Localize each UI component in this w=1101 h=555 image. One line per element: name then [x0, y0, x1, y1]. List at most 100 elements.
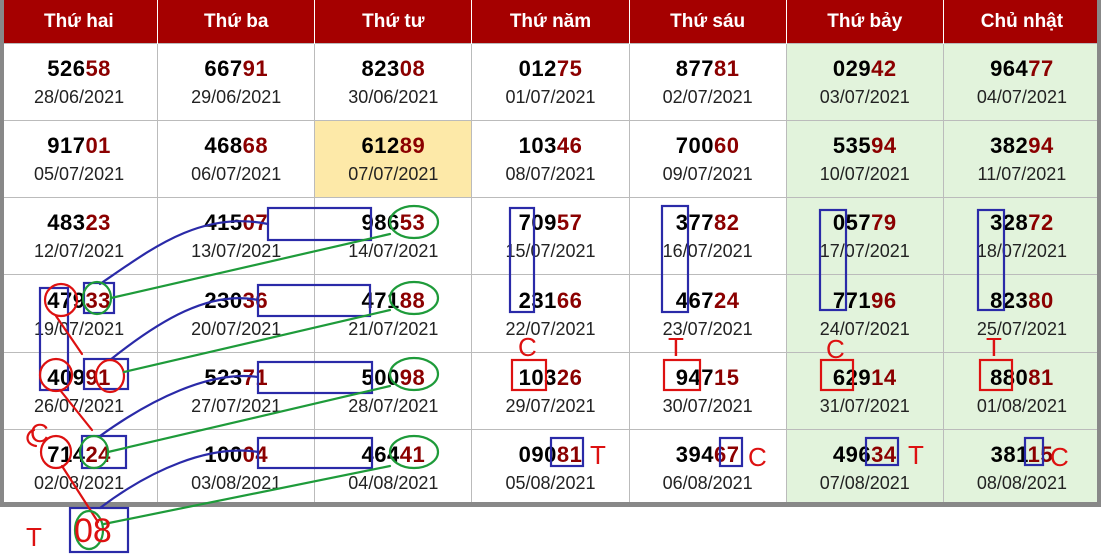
result-tail-digits: 14	[871, 364, 897, 390]
result-date: 28/07/2021	[348, 395, 439, 416]
result-date: 16/07/2021	[662, 241, 753, 262]
header-tuesday: Thứ ba	[157, 0, 316, 44]
result-cell: 77196 24/07/2021	[785, 274, 944, 353]
result-number: 38294	[944, 133, 1100, 159]
result-lead-digits: 667	[204, 56, 243, 82]
result-tail-digits: 91	[242, 56, 269, 82]
result-date: 04/08/2021	[348, 472, 439, 493]
result-cell: 38294 11/07/2021	[942, 120, 1101, 199]
result-cell: 98653 14/07/2021	[314, 197, 473, 276]
result-date: 24/07/2021	[819, 318, 910, 339]
result-number: 39467	[630, 442, 786, 468]
result-number: 40991	[1, 365, 157, 391]
week-row: 52658 28/06/2021 66791 29/06/2021 82308 30/06…	[0, 42, 1101, 122]
result-tail-digits: 57	[556, 210, 583, 236]
result-cell: 82308 30/06/2021	[314, 42, 473, 122]
result-tail-digits: 98	[399, 364, 426, 390]
result-date: 18/07/2021	[976, 241, 1067, 262]
result-lead-digits: 057	[832, 210, 872, 236]
result-date: 30/06/2021	[348, 87, 439, 108]
result-lead-digits: 382	[990, 133, 1029, 159]
result-date: 31/07/2021	[819, 395, 910, 416]
result-lead-digits: 500	[361, 364, 400, 390]
result-date: 30/07/2021	[662, 395, 753, 416]
result-cell: 23036 20/07/2021	[157, 274, 316, 353]
result-lead-digits: 103	[518, 133, 557, 159]
result-number: 52658	[1, 56, 157, 82]
result-number: 10346	[472, 133, 628, 159]
result-number: 61289	[315, 133, 471, 159]
result-cell: 96477 04/07/2021	[942, 42, 1101, 122]
result-number: 71424	[1, 442, 157, 468]
result-lead-digits: 771	[832, 287, 872, 313]
result-number: 62914	[787, 365, 943, 391]
result-date: 05/08/2021	[505, 472, 596, 493]
result-date: 02/08/2021	[34, 472, 125, 493]
result-cell: 39467 06/08/2021	[628, 428, 787, 508]
result-tail-digits: 66	[556, 287, 583, 313]
result-cell: 47188 21/07/2021	[314, 274, 473, 353]
result-date: 17/07/2021	[819, 241, 910, 262]
result-lead-digits: 880	[990, 364, 1029, 390]
result-tail-digits: 81	[714, 56, 740, 82]
result-date: 03/08/2021	[191, 472, 282, 493]
result-number: 70957	[472, 210, 628, 236]
result-tail-digits: 46	[556, 133, 583, 159]
result-number: 50098	[315, 365, 471, 391]
result-lead-digits: 483	[47, 210, 86, 236]
result-tail-digits: 80	[1028, 287, 1054, 313]
week-row: 47933 19/07/2021 23036 20/07/2021 47188 21/07…	[0, 274, 1101, 353]
result-lead-digits: 381	[990, 441, 1028, 467]
result-cell: 10326 29/07/2021	[471, 351, 630, 430]
result-date: 26/07/2021	[34, 395, 125, 416]
header-saturday: Thứ bảy	[786, 0, 944, 44]
result-cell: 46868 06/07/2021	[157, 120, 316, 199]
result-tail-digits: 15	[1027, 441, 1054, 467]
result-number: 46441	[315, 442, 471, 468]
result-tail-digits: 91	[85, 364, 111, 390]
result-lead-digits: 496	[832, 441, 872, 467]
result-tail-digits: 60	[714, 133, 740, 159]
result-date: 08/08/2021	[976, 472, 1067, 493]
week-row: 48323 12/07/2021 41507 13/07/2021 98653 14/07…	[0, 197, 1101, 276]
result-cell: 49634 07/08/2021	[785, 428, 944, 508]
result-cell: 70957 15/07/2021	[471, 197, 630, 276]
result-number: 37782	[630, 210, 786, 236]
header-sunday: Chủ nhật	[943, 0, 1101, 44]
result-date: 29/07/2021	[505, 395, 596, 416]
result-cell: 02942 03/07/2021	[785, 42, 944, 122]
result-lead-digits: 029	[832, 56, 872, 82]
result-lead-digits: 709	[518, 210, 557, 236]
result-date: 20/07/2021	[191, 318, 282, 339]
result-tail-digits: 89	[399, 133, 426, 159]
green-circle-mark	[73, 509, 105, 551]
result-lead-digits: 823	[361, 56, 400, 82]
result-date: 01/08/2021	[976, 395, 1067, 416]
result-tail-digits: 07	[242, 210, 269, 236]
result-number: 52371	[158, 365, 314, 391]
result-number: 02942	[787, 56, 943, 82]
result-tail-digits: 15	[714, 364, 740, 390]
result-cell: 50098 28/07/2021	[314, 351, 473, 430]
result-lead-digits: 629	[832, 364, 872, 390]
result-date: 07/07/2021	[348, 164, 439, 185]
result-tail-digits: 75	[556, 56, 583, 82]
result-date: 07/08/2021	[819, 472, 910, 493]
results-body: 52658 28/06/2021 66791 29/06/2021 82308 30/06…	[0, 42, 1101, 508]
weekday-header-row: Thứ hai Thứ ba Thứ tư Thứ năm Thứ sáu Th…	[0, 0, 1101, 44]
result-date: 11/07/2021	[977, 164, 1067, 185]
result-number: 98653	[315, 210, 471, 236]
result-lead-digits: 700	[675, 133, 714, 159]
result-lead-digits: 947	[675, 364, 714, 390]
result-tail-digits: 81	[1028, 364, 1054, 390]
result-cell: 66791 29/06/2021	[157, 42, 316, 122]
result-date: 29/06/2021	[191, 87, 282, 108]
result-date: 06/08/2021	[662, 472, 753, 493]
result-cell: 09081 05/08/2021	[471, 428, 630, 508]
result-cell: 52658 28/06/2021	[0, 42, 159, 122]
result-number: 09081	[472, 442, 628, 468]
result-number: 82308	[315, 56, 471, 82]
result-date: 25/07/2021	[976, 318, 1067, 339]
result-number: 10326	[472, 365, 628, 391]
result-cell: 91701 05/07/2021	[0, 120, 159, 199]
